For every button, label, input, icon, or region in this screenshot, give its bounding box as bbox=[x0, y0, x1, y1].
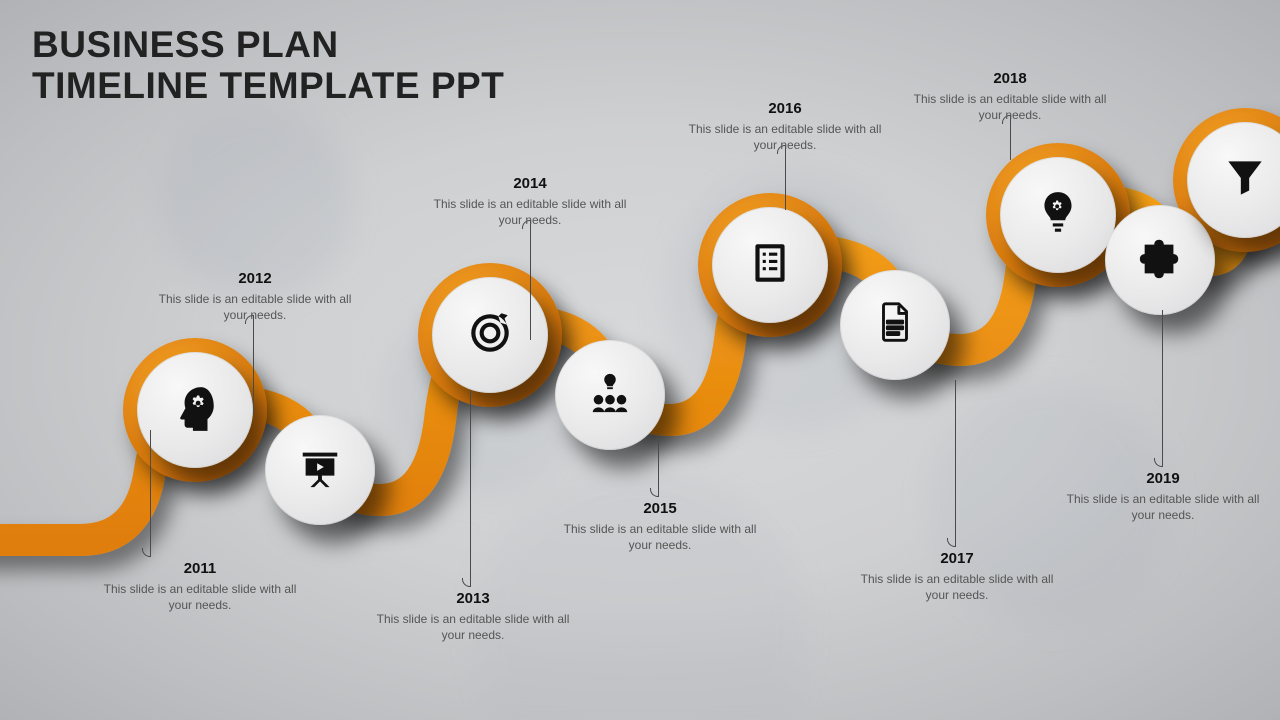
milestone-year: 2018 bbox=[993, 70, 1026, 87]
checklist-icon bbox=[745, 238, 795, 293]
target-icon bbox=[465, 308, 515, 363]
callout-leader bbox=[955, 380, 956, 546]
funnel-icon bbox=[1220, 153, 1270, 208]
milestone-node bbox=[265, 415, 375, 525]
milestone-callout: 2012 This slide is an editable slide wit… bbox=[150, 270, 360, 323]
milestone-year: 2019 bbox=[1146, 470, 1179, 487]
milestone-node bbox=[1000, 157, 1116, 273]
callout-hook bbox=[947, 538, 957, 548]
milestone-desc: This slide is an editable slide with all… bbox=[852, 571, 1062, 603]
callout-hook bbox=[1154, 458, 1164, 468]
milestone-callout: 2013 This slide is an editable slide wit… bbox=[368, 590, 578, 643]
title-line-1: BUSINESS PLAN bbox=[32, 24, 504, 65]
milestone-callout: 2011 This slide is an editable slide wit… bbox=[95, 560, 305, 613]
milestone-year: 2012 bbox=[238, 270, 271, 287]
milestone-node bbox=[555, 340, 665, 450]
callout-hook bbox=[650, 488, 660, 498]
milestone-callout: 2018 This slide is an editable slide wit… bbox=[905, 70, 1115, 123]
milestone-node bbox=[137, 352, 253, 468]
milestone-node bbox=[1105, 205, 1215, 315]
callout-leader bbox=[470, 390, 471, 586]
milestone-callout: 2017 This slide is an editable slide wit… bbox=[852, 550, 1062, 603]
milestone-desc: This slide is an editable slide with all… bbox=[680, 121, 890, 153]
milestone-desc: This slide is an editable slide with all… bbox=[95, 581, 305, 613]
milestone-node bbox=[712, 207, 828, 323]
milestone-callout: 2019 This slide is an editable slide wit… bbox=[1058, 470, 1268, 523]
callout-leader bbox=[1162, 310, 1163, 466]
milestone-callout: 2016 This slide is an editable slide wit… bbox=[680, 100, 890, 153]
milestone-year: 2013 bbox=[456, 590, 489, 607]
milestone-callout: 2015 This slide is an editable slide wit… bbox=[555, 500, 765, 553]
callout-hook bbox=[462, 578, 472, 588]
lightbulb-gear-icon bbox=[1033, 188, 1083, 243]
milestone-desc: This slide is an editable slide with all… bbox=[555, 521, 765, 553]
milestone-desc: This slide is an editable slide with all… bbox=[150, 291, 360, 323]
team-idea-icon bbox=[587, 370, 633, 421]
milestone-year: 2016 bbox=[768, 100, 801, 117]
milestone-year: 2011 bbox=[184, 560, 217, 577]
title-line-2: TIMELINE TEMPLATE PPT bbox=[32, 65, 504, 106]
milestone-year: 2015 bbox=[643, 500, 676, 517]
milestone-callout: 2014 This slide is an editable slide wit… bbox=[425, 175, 635, 228]
callout-leader bbox=[253, 315, 254, 415]
milestone-desc: This slide is an editable slide with all… bbox=[1058, 491, 1268, 523]
callout-hook bbox=[142, 548, 152, 558]
page-title: BUSINESS PLAN TIMELINE TEMPLATE PPT bbox=[32, 24, 504, 107]
milestone-year: 2017 bbox=[940, 550, 973, 567]
milestone-desc: This slide is an editable slide with all… bbox=[425, 196, 635, 228]
milestone-node bbox=[840, 270, 950, 380]
milestone-desc: This slide is an editable slide with all… bbox=[368, 611, 578, 643]
head-gear-icon bbox=[170, 383, 220, 438]
milestone-desc: This slide is an editable slide with all… bbox=[905, 91, 1115, 123]
document-icon bbox=[872, 300, 918, 351]
milestone-year: 2014 bbox=[513, 175, 546, 192]
puzzle-icon bbox=[1137, 235, 1183, 286]
callout-leader bbox=[530, 220, 531, 340]
callout-leader bbox=[150, 430, 151, 556]
presentation-icon bbox=[297, 445, 343, 496]
